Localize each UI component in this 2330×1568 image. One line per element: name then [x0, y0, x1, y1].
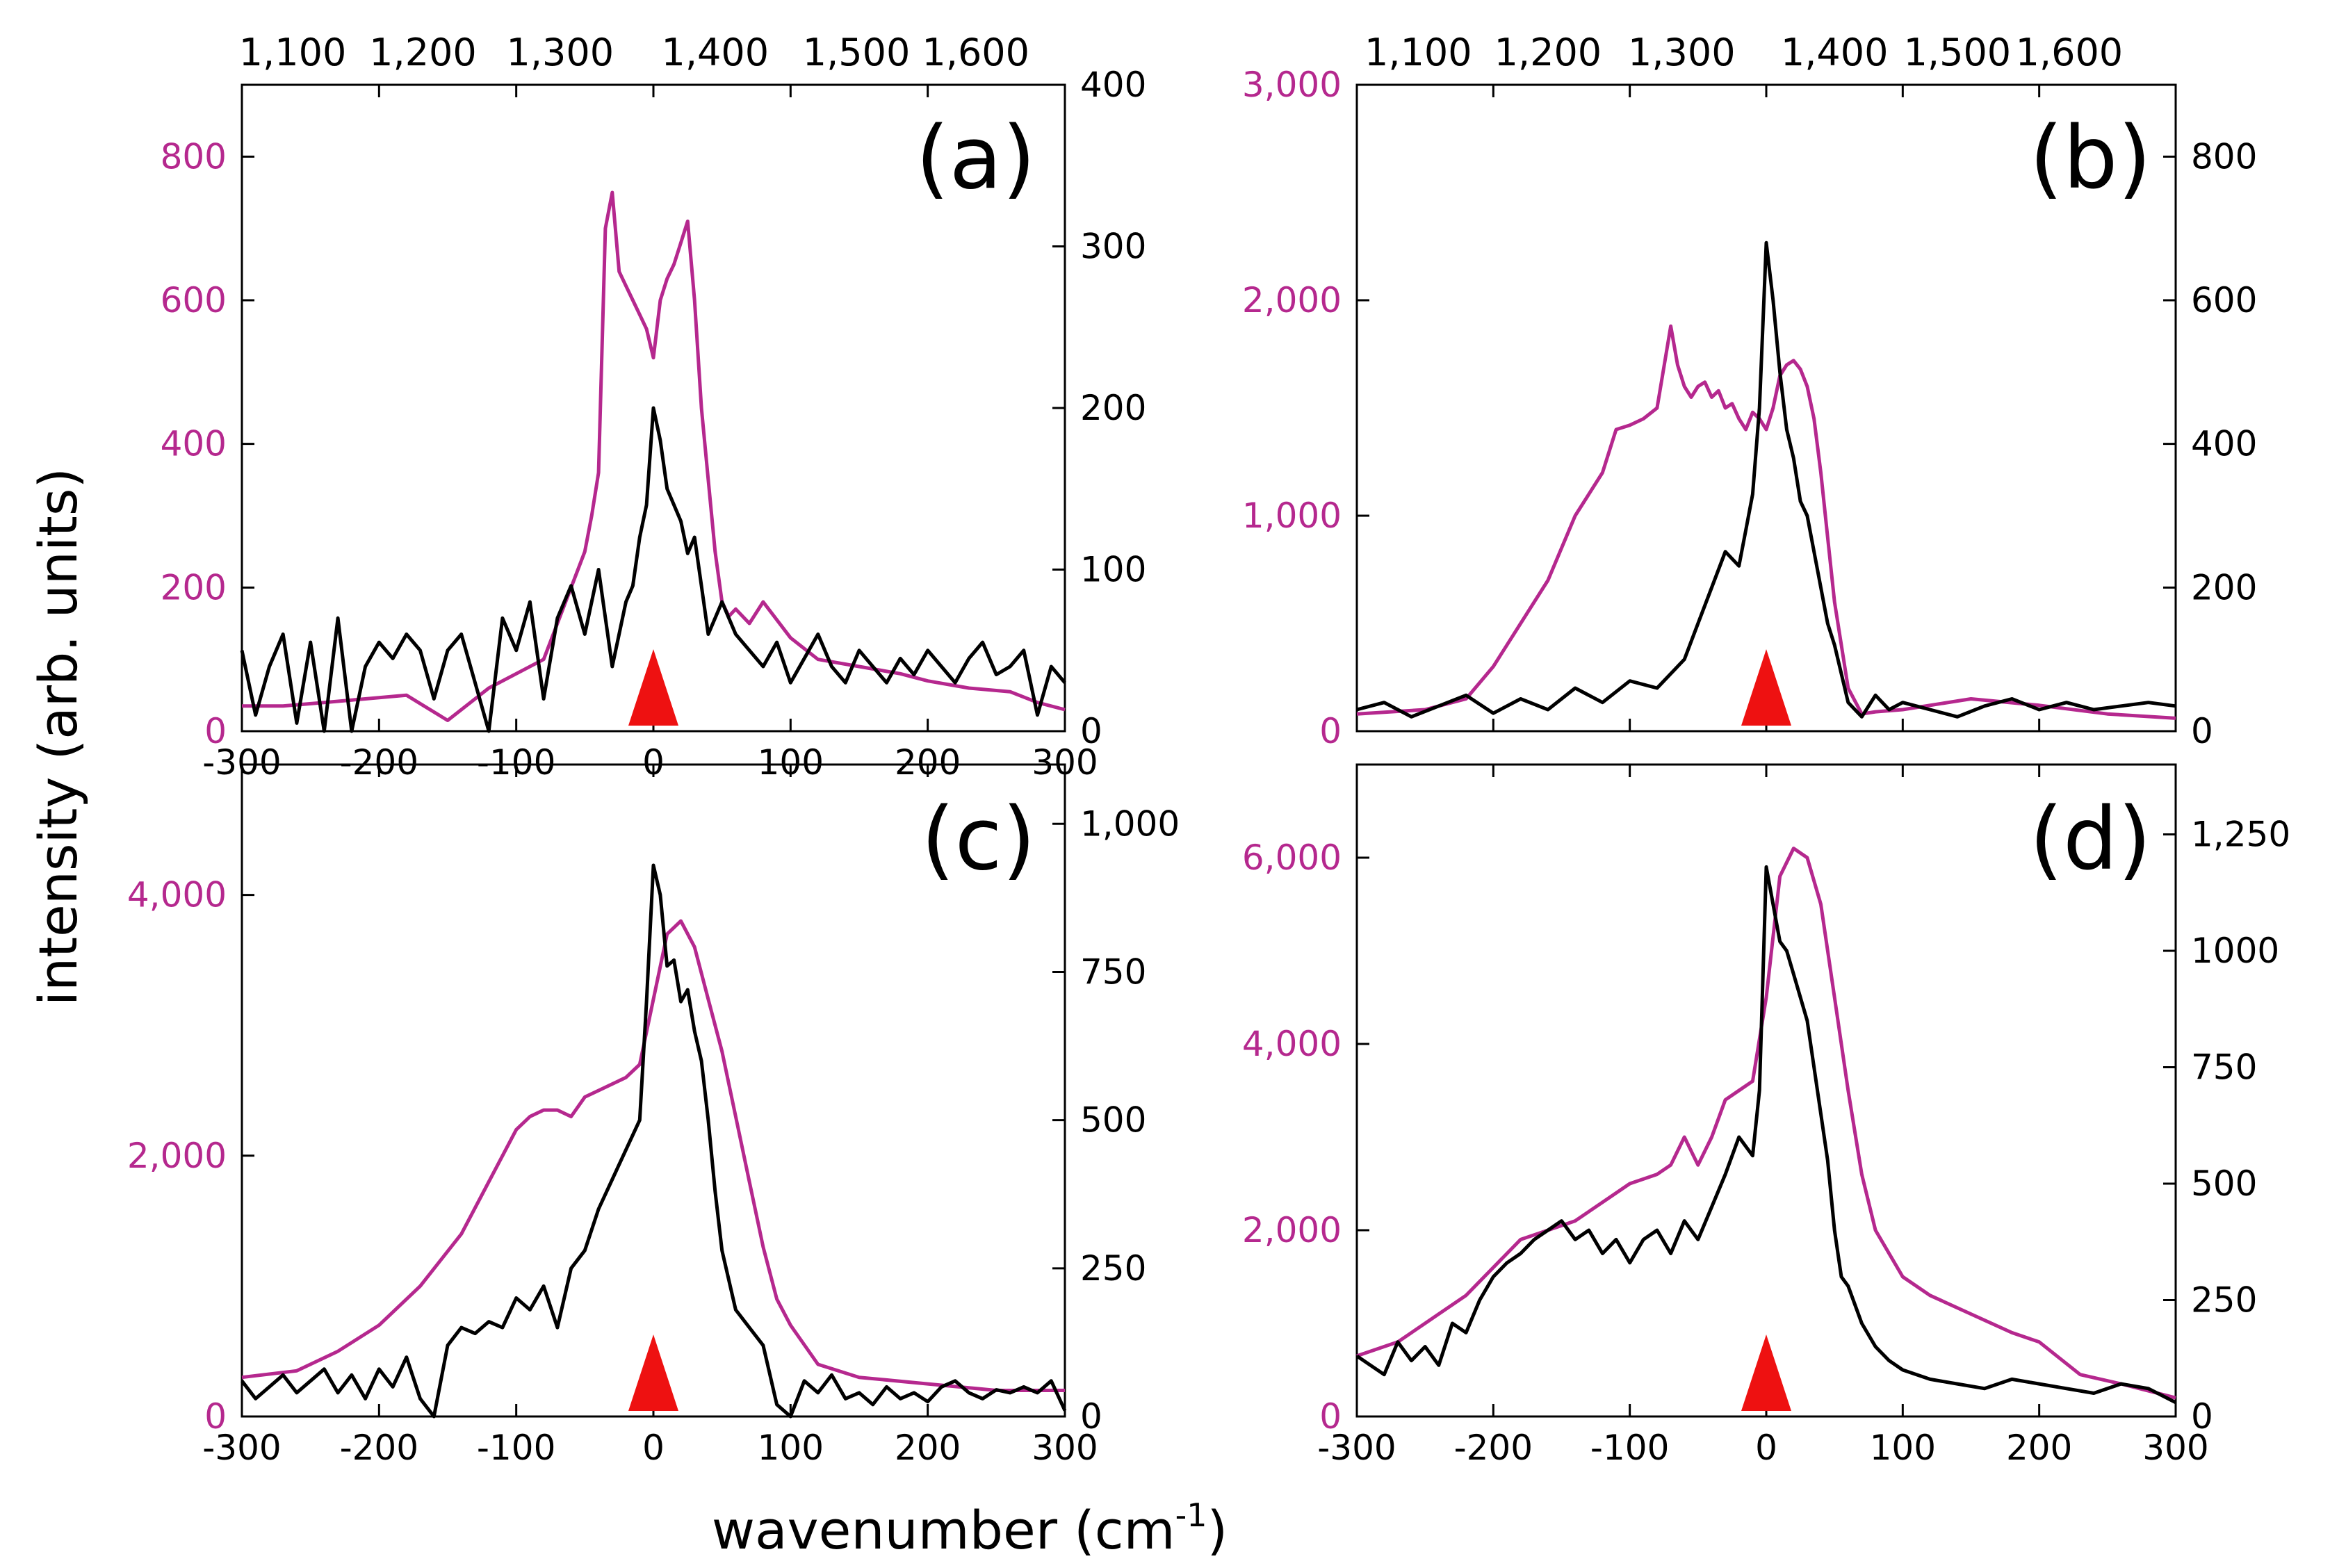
left-y-tick-label: 0: [1319, 1396, 1342, 1437]
panel-label: (a): [915, 108, 1036, 209]
x-tick-label: 100: [758, 1428, 824, 1468]
black-series-line: [1355, 865, 2177, 1405]
right-y-tick-label: 1,250: [2191, 815, 2290, 855]
right-y-tick-label: 1,000: [1080, 803, 1180, 844]
black-series-line: [240, 406, 1066, 733]
right-y-tick-label: 300: [1080, 227, 1146, 267]
black-series-line: [241, 863, 1067, 1419]
right-y-tick-label: 400: [1080, 65, 1146, 105]
right-y-tick-label: 0: [1080, 1396, 1102, 1437]
x-tick-label: 300: [2142, 1428, 2208, 1468]
top-axis-tick-label: 1,500: [1904, 31, 2012, 74]
left-y-tick-label: 2,000: [1242, 1210, 1342, 1250]
left-y-tick-label: 600: [161, 280, 227, 320]
left-y-tick-label: 2,000: [1242, 280, 1342, 320]
x-tick-label: -200: [1454, 1428, 1533, 1468]
top-axis-tick-label: 1,200: [369, 31, 477, 74]
panel-label: (b): [2030, 108, 2151, 209]
x-tick-label: -200: [340, 1428, 418, 1468]
left-y-tick-label: 4,000: [1242, 1024, 1342, 1064]
left-y-tick-label: 800: [161, 136, 227, 177]
right-y-tick-label: 100: [1080, 550, 1146, 590]
black-series-line: [1356, 240, 2176, 719]
excitation-marker: [1741, 1334, 1791, 1411]
left-y-tick-label: 0: [1319, 711, 1342, 751]
x-tick-label: 0: [642, 1428, 665, 1468]
right-y-tick-label: 250: [2191, 1280, 2257, 1321]
left-y-tick-label: 0: [204, 711, 227, 751]
left-y-tick-label: 200: [161, 567, 227, 607]
right-y-tick-label: 500: [2191, 1163, 2257, 1204]
right-y-tick-label: 800: [2191, 136, 2257, 177]
right-y-tick-label: 0: [2191, 1396, 2213, 1437]
left-y-tick-label: 400: [161, 424, 227, 464]
excitation-marker: [628, 649, 678, 726]
panel-b: 1,100 1,200 1,300 1,400 1,500 1,600 0 1,000 2,00…: [1242, 31, 2258, 751]
panel-label: (d): [2030, 790, 2151, 890]
x-tick-label: -100: [1590, 1428, 1669, 1468]
x-tick-label: 200: [895, 1428, 961, 1468]
panel-d: -300 -200 -100 0 100 200 30002,0004,0006,00002…: [1242, 763, 2290, 1468]
right-y-tick-label: 0: [2191, 711, 2213, 751]
right-y-tick-label: 0: [1080, 711, 1102, 751]
x-axis-title: wavenumber (cm-1): [712, 1496, 1228, 1561]
top-axis-tick-label: 1,500: [803, 31, 911, 74]
magenta-series-line: [242, 190, 1066, 722]
top-axis-tick-label: 1,600: [922, 31, 1029, 74]
right-y-tick-label: 200: [2191, 567, 2257, 607]
top-axis-tick-label: 1,300: [1628, 31, 1736, 74]
x-tick-label: 300: [1032, 1428, 1098, 1468]
top-axis-tick-label: 1,100: [1364, 31, 1472, 74]
top-axis-tick-label: 1,400: [1781, 31, 1889, 74]
right-y-tick-label: 250: [1080, 1248, 1146, 1289]
right-y-tick-label: 750: [2191, 1047, 2257, 1088]
top-axis-tick-label: 1,200: [1494, 31, 1602, 74]
left-y-tick-label: 3,000: [1242, 65, 1342, 105]
magenta-series-line: [1356, 324, 2176, 720]
top-axis-tick-label: 1,600: [2016, 31, 2124, 74]
magenta-series-line: [1356, 847, 2176, 1400]
right-y-tick-label: 600: [2191, 280, 2257, 320]
x-tick-label: 100: [1870, 1428, 1936, 1468]
right-y-tick-label: 1000: [2191, 931, 2279, 971]
x-tick-label: -300: [202, 1428, 281, 1468]
panel-label: (c): [921, 790, 1036, 890]
right-y-tick-label: 200: [1080, 388, 1146, 428]
top-axis-tick-label: 1,300: [507, 31, 614, 74]
top-axis-tick-label: 1,100: [239, 31, 347, 74]
magenta-series-line: [241, 919, 1065, 1392]
right-y-tick-label: 400: [2191, 424, 2257, 464]
excitation-marker: [628, 1334, 678, 1411]
x-tick-label: -300: [1317, 1428, 1396, 1468]
left-y-tick-label: 1,000: [1242, 496, 1342, 536]
left-y-tick-label: 2,000: [127, 1136, 227, 1176]
y-axis-title: intensity (arb. units): [27, 468, 89, 1006]
left-y-tick-label: 4,000: [127, 875, 227, 915]
right-y-tick-label: 750: [1080, 952, 1146, 992]
top-axis-tick-label: 1,400: [662, 31, 769, 74]
panel-c: -300 -200 -100 0 100 200 30002,0004,0000250500…: [127, 763, 1180, 1468]
x-tick-label: 0: [1755, 1428, 1777, 1468]
left-y-tick-label: 6,000: [1242, 838, 1342, 878]
x-tick-label: -100: [477, 1428, 555, 1468]
left-y-tick-label: 0: [204, 1396, 227, 1437]
excitation-marker: [1741, 649, 1791, 726]
right-y-tick-label: 500: [1080, 1100, 1146, 1141]
x-tick-label: 200: [2006, 1428, 2072, 1468]
